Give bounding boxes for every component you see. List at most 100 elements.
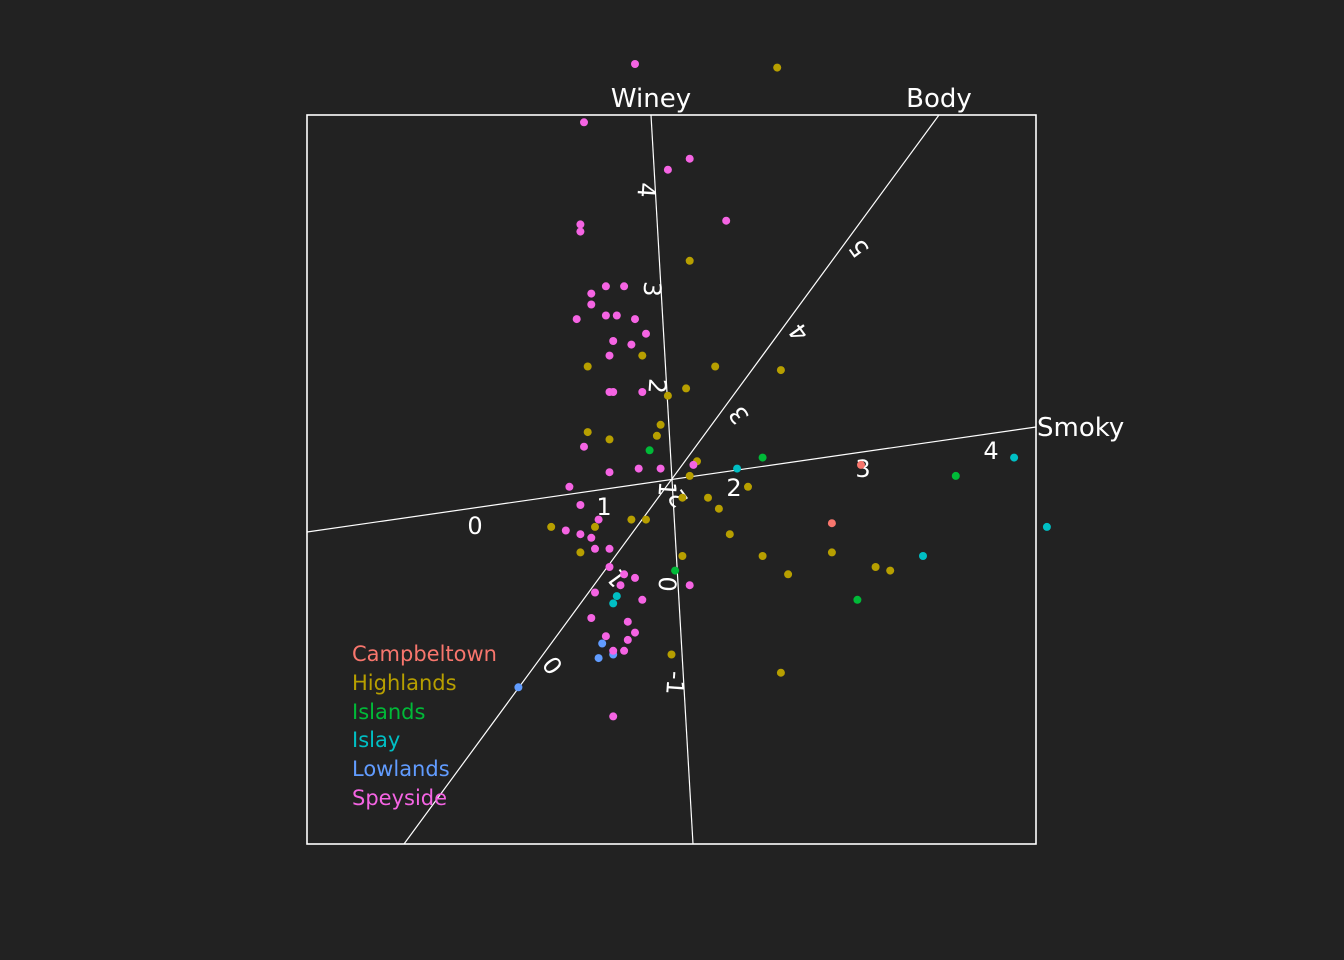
point-speyside bbox=[609, 646, 618, 655]
axis-name-winey: Winey bbox=[611, 84, 691, 114]
body-tick-5: 5 bbox=[843, 234, 875, 263]
point-highlands bbox=[711, 362, 720, 371]
point-highlands bbox=[776, 668, 785, 677]
axis-line-smoky bbox=[306, 426, 1037, 533]
point-islay bbox=[733, 464, 742, 473]
point-speyside bbox=[609, 388, 618, 396]
point-highlands bbox=[758, 552, 767, 560]
point-speyside bbox=[580, 442, 588, 451]
point-speyside bbox=[591, 588, 599, 597]
point-speyside bbox=[576, 227, 585, 236]
point-speyside bbox=[594, 515, 603, 524]
point-speyside bbox=[631, 628, 639, 637]
legend-entry-lowlands: Lowlands bbox=[352, 757, 450, 781]
point-islands bbox=[758, 453, 767, 462]
body-tick-4: 4 bbox=[783, 318, 815, 347]
winey-tick-2: 2 bbox=[643, 377, 672, 394]
smoky-tick-4: 4 bbox=[983, 437, 998, 465]
winey-tick-minus1: -1 bbox=[660, 670, 690, 696]
point-islay bbox=[919, 552, 927, 560]
smoky-tick-0: 0 bbox=[467, 512, 482, 540]
point-islands bbox=[951, 471, 960, 480]
winey-tick-labels: 4 3 2 1 0 -1 bbox=[632, 181, 690, 696]
point-speyside bbox=[623, 635, 632, 644]
point-highlands bbox=[642, 515, 650, 524]
point-speyside bbox=[642, 329, 650, 338]
legend-entry-highlands: Highlands bbox=[352, 671, 457, 695]
point-speyside bbox=[609, 337, 618, 345]
winey-tick-1: 1 bbox=[653, 480, 682, 497]
point-speyside bbox=[631, 315, 639, 324]
point-speyside bbox=[616, 581, 625, 590]
point-speyside bbox=[601, 632, 610, 641]
point-speyside bbox=[623, 617, 632, 626]
point-speyside bbox=[561, 526, 570, 535]
point-highlands bbox=[744, 482, 752, 491]
point-highlands bbox=[627, 515, 636, 524]
smoky-tick-1: 1 bbox=[596, 493, 611, 521]
point-highlands bbox=[714, 504, 723, 513]
smoky-tick-3: 3 bbox=[855, 455, 870, 483]
point-speyside bbox=[685, 581, 694, 590]
winey-tick-4: 4 bbox=[632, 181, 661, 198]
point-highlands bbox=[685, 256, 694, 265]
point-islay bbox=[612, 592, 621, 601]
point-highlands bbox=[583, 428, 592, 437]
legend-entry-campbeltown: Campbeltown bbox=[352, 642, 497, 666]
point-islay bbox=[1010, 453, 1019, 462]
point-highlands bbox=[704, 493, 712, 502]
point-highlands bbox=[547, 522, 556, 531]
axis-name-body: Body bbox=[906, 84, 972, 114]
point-speyside bbox=[722, 216, 731, 225]
plot-frame bbox=[306, 114, 1037, 845]
point-highlands bbox=[583, 362, 592, 371]
point-speyside bbox=[631, 573, 639, 582]
point-speyside bbox=[587, 300, 596, 309]
axis-name-smoky: Smoky bbox=[1037, 413, 1124, 443]
point-speyside bbox=[591, 544, 599, 553]
point-highlands bbox=[638, 351, 647, 360]
legend-entry-speyside: Speyside bbox=[352, 786, 447, 810]
point-speyside bbox=[609, 712, 618, 721]
point-speyside bbox=[656, 464, 665, 473]
point-highlands bbox=[652, 431, 661, 440]
point-speyside bbox=[601, 282, 610, 291]
point-highlands bbox=[682, 384, 691, 393]
body-tick-3: 3 bbox=[723, 401, 755, 430]
legend-entry-islay: Islay bbox=[352, 728, 400, 752]
point-islay bbox=[609, 599, 618, 608]
point-lowlands bbox=[514, 683, 523, 692]
point-speyside bbox=[634, 464, 643, 473]
legend-entry-islands: Islands bbox=[352, 700, 425, 724]
point-lowlands bbox=[598, 639, 607, 648]
point-highlands bbox=[663, 391, 672, 400]
point-speyside bbox=[620, 646, 629, 655]
point-highlands bbox=[827, 548, 836, 557]
point-highlands bbox=[591, 522, 599, 531]
data-points bbox=[514, 60, 1051, 721]
smoky-tick-labels: 0 1 2 3 4 bbox=[467, 437, 998, 540]
point-speyside bbox=[620, 570, 629, 579]
point-highlands bbox=[605, 435, 614, 444]
point-speyside bbox=[587, 289, 596, 298]
point-highlands bbox=[871, 563, 880, 571]
point-speyside bbox=[627, 340, 636, 349]
point-islands bbox=[853, 595, 862, 604]
point-highlands bbox=[678, 552, 687, 560]
point-speyside bbox=[580, 118, 588, 127]
winey-tick-3: 3 bbox=[638, 280, 667, 297]
point-speyside bbox=[605, 563, 614, 571]
point-campbeltown bbox=[827, 519, 836, 528]
point-highlands bbox=[776, 366, 785, 375]
point-speyside bbox=[638, 388, 647, 396]
point-speyside bbox=[605, 544, 614, 553]
point-speyside bbox=[605, 351, 614, 360]
point-highlands bbox=[678, 493, 687, 502]
point-highlands bbox=[725, 530, 734, 539]
point-speyside bbox=[689, 460, 698, 469]
point-speyside bbox=[620, 282, 629, 291]
point-speyside bbox=[587, 614, 596, 622]
point-highlands bbox=[576, 548, 585, 557]
point-speyside bbox=[685, 154, 694, 163]
